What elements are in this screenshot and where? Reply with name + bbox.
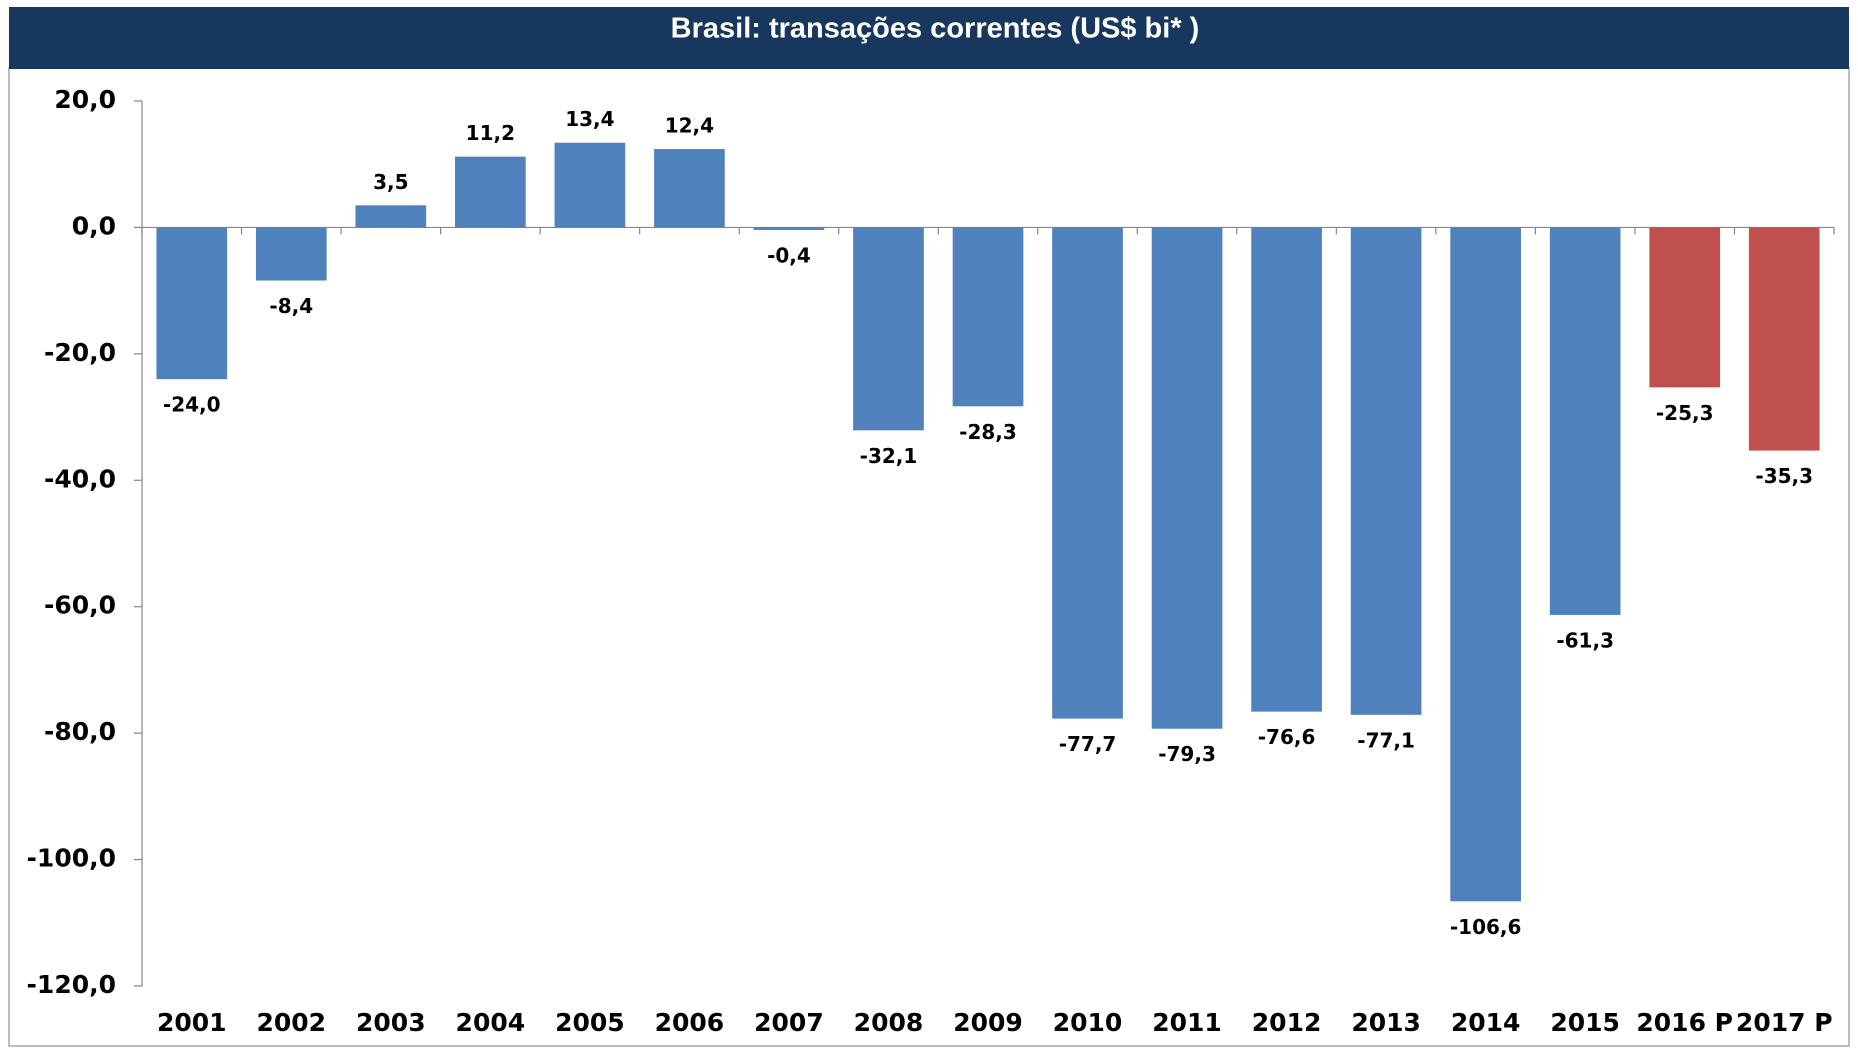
x-tick-label: 2006	[655, 1008, 725, 1037]
bar	[156, 227, 228, 380]
value-label: -32,1	[860, 444, 918, 468]
x-tick-label: 2015	[1550, 1008, 1620, 1037]
y-tick-label: -120,0	[27, 970, 116, 999]
bar	[1649, 227, 1721, 388]
y-tick-label: 20,0	[54, 85, 116, 114]
bar	[1052, 227, 1123, 719]
title-bar	[9, 7, 1849, 69]
bar	[255, 227, 327, 281]
x-tick-label: 2001	[157, 1008, 227, 1037]
x-tick-label: 2016 P	[1636, 1008, 1733, 1037]
bar	[1151, 227, 1223, 729]
x-tick-label: 2002	[256, 1008, 326, 1037]
x-tick-label: 2013	[1351, 1008, 1421, 1037]
value-label: 11,2	[466, 121, 515, 145]
bar	[554, 142, 626, 228]
bar	[1748, 227, 1820, 451]
value-label: -61,3	[1556, 628, 1614, 652]
x-tick-label: 2003	[356, 1008, 426, 1037]
value-label: -24,0	[163, 393, 221, 417]
value-label: 3,5	[373, 170, 408, 194]
y-tick-label: -60,0	[44, 591, 116, 620]
value-label: -76,6	[1258, 725, 1316, 749]
bar	[1350, 227, 1422, 715]
bar	[355, 205, 427, 228]
x-tick-label: 2010	[1053, 1008, 1123, 1037]
value-label: -0,4	[767, 243, 811, 267]
x-tick-label: 2009	[953, 1008, 1023, 1037]
x-tick-label: 2014	[1451, 1008, 1521, 1037]
bar	[753, 227, 825, 230]
bar	[952, 227, 1024, 407]
value-label: -28,3	[959, 420, 1017, 444]
value-label: -79,3	[1158, 742, 1216, 766]
bar	[1549, 227, 1621, 615]
value-label: -8,4	[269, 294, 313, 318]
y-tick-label: -100,0	[27, 844, 116, 873]
y-tick-label: -80,0	[44, 717, 116, 746]
y-tick-label: -20,0	[44, 338, 116, 367]
chart-title: Brasil: transações correntes (US$ bi* )	[671, 13, 1200, 45]
value-label: -77,7	[1059, 732, 1117, 756]
x-tick-label: 2008	[854, 1008, 924, 1037]
value-label: 13,4	[565, 107, 614, 131]
x-tick-label: 2017 P	[1736, 1008, 1833, 1037]
x-tick-label: 2011	[1152, 1008, 1222, 1037]
bar	[1450, 227, 1521, 902]
bar	[1251, 227, 1322, 712]
y-tick-label: 0,0	[72, 211, 116, 240]
x-tick-label: 2005	[555, 1008, 625, 1037]
value-label: 12,4	[665, 114, 714, 138]
x-tick-label: 2012	[1252, 1008, 1322, 1037]
bar	[654, 149, 725, 228]
value-label: -77,1	[1357, 728, 1415, 752]
bar	[853, 227, 924, 431]
y-tick-label: -40,0	[44, 464, 116, 493]
x-tick-label: 2007	[754, 1008, 824, 1037]
value-label: -106,6	[1450, 915, 1522, 939]
x-tick-label: 2004	[456, 1008, 526, 1037]
bar	[455, 156, 526, 228]
value-label: -35,3	[1755, 464, 1813, 488]
value-label: -25,3	[1656, 401, 1714, 425]
